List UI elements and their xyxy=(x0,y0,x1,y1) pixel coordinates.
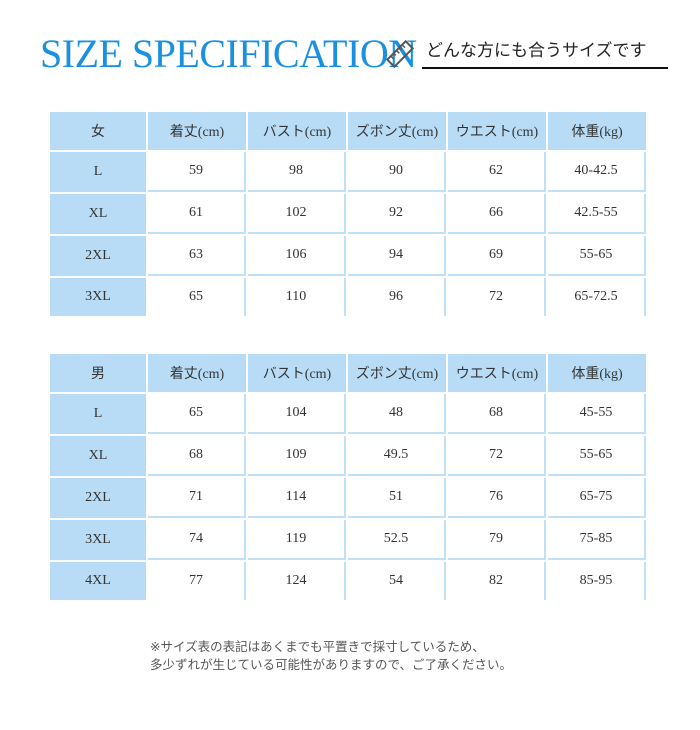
column-header: 着丈(cm) xyxy=(148,112,246,150)
table-cell: 106 xyxy=(248,236,346,276)
table-cell: 74 xyxy=(148,520,246,560)
table-cell: 42.5-55 xyxy=(548,194,646,234)
table-cell: 65 xyxy=(148,394,246,434)
note-line-1: ※サイズ表の表記はあくまでも平置きで採寸しているため、 xyxy=(150,639,485,654)
table-cell: 102 xyxy=(248,194,346,234)
size-label: 3XL xyxy=(50,278,146,316)
table-row: 4XL 77 124 54 82 85-95 xyxy=(50,562,646,600)
table-cell: 55-65 xyxy=(548,236,646,276)
table-cell: 49.5 xyxy=(348,436,446,476)
table-cell: 54 xyxy=(348,562,446,600)
subtitle: どんな方にも合うサイズです xyxy=(422,36,668,69)
table-cell: 114 xyxy=(248,478,346,518)
table-row: 3XL 65 110 96 72 65-72.5 xyxy=(50,278,646,316)
header-row: 男着丈(cm) バスト(cm) ズボン丈(cm) ウエスト(cm) 体重(kg) xyxy=(50,354,646,392)
column-header: 女 xyxy=(50,112,146,150)
table-cell: 65-72.5 xyxy=(548,278,646,316)
column-header: 男 xyxy=(50,354,146,392)
table-cell: 69 xyxy=(448,236,546,276)
table-cell: 79 xyxy=(448,520,546,560)
table-cell: 77 xyxy=(148,562,246,600)
table-cell: 63 xyxy=(148,236,246,276)
table-row: XL 61 102 92 66 42.5-55 xyxy=(50,194,646,234)
column-header: 体重(kg) xyxy=(548,354,646,392)
table-cell: 82 xyxy=(448,562,546,600)
men-size-table: 男着丈(cm) バスト(cm) ズボン丈(cm) ウエスト(cm) 体重(kg) L 65 1… xyxy=(48,352,648,602)
size-note: ※サイズ表の表記はあくまでも平置きで採寸しているため、 多少ずれが生じている可能… xyxy=(150,638,512,674)
table-cell: 66 xyxy=(448,194,546,234)
table-cell: 55-65 xyxy=(548,436,646,476)
table-row: 2XL 71 114 51 76 65-75 xyxy=(50,478,646,518)
table-cell: 92 xyxy=(348,194,446,234)
size-label: XL xyxy=(50,436,146,476)
table-cell: 59 xyxy=(148,152,246,192)
table-row: L 65 104 48 68 45-55 xyxy=(50,394,646,434)
table-cell: 90 xyxy=(348,152,446,192)
table-cell: 104 xyxy=(248,394,346,434)
column-header: ウエスト(cm) xyxy=(448,354,546,392)
size-label: XL xyxy=(50,194,146,234)
table-cell: 40-42.5 xyxy=(548,152,646,192)
size-label: 3XL xyxy=(50,520,146,560)
table-row: 2XL 63 106 94 69 55-65 xyxy=(50,236,646,276)
table-row: 3XL 74 119 52.5 79 75-85 xyxy=(50,520,646,560)
column-header: 体重(kg) xyxy=(548,112,646,150)
table-cell: 52.5 xyxy=(348,520,446,560)
table-cell: 62 xyxy=(448,152,546,192)
table-cell: 51 xyxy=(348,478,446,518)
column-header: バスト(cm) xyxy=(248,112,346,150)
size-label: 4XL xyxy=(50,562,146,600)
column-header: バスト(cm) xyxy=(248,354,346,392)
women-size-table: 女着丈(cm) バスト(cm) ズボン丈(cm) ウエスト(cm) 体重(kg) L 59 9… xyxy=(48,110,648,318)
table-cell: 119 xyxy=(248,520,346,560)
size-label: L xyxy=(50,394,146,434)
table-cell: 65 xyxy=(148,278,246,316)
table-cell: 48 xyxy=(348,394,446,434)
size-label: 2XL xyxy=(50,236,146,276)
table-cell: 94 xyxy=(348,236,446,276)
table-cell: 45-55 xyxy=(548,394,646,434)
table-row: L 59 98 90 62 40-42.5 xyxy=(50,152,646,192)
table-cell: 61 xyxy=(148,194,246,234)
table-row: XL 68 109 49.5 72 55-65 xyxy=(50,436,646,476)
table-cell: 96 xyxy=(348,278,446,316)
table-cell: 65-75 xyxy=(548,478,646,518)
table-cell: 98 xyxy=(248,152,346,192)
page-title: SIZE SPECIFICATION xyxy=(40,31,417,76)
size-label: L xyxy=(50,152,146,192)
table-cell: 68 xyxy=(448,394,546,434)
table-cell: 110 xyxy=(248,278,346,316)
table-cell: 75-85 xyxy=(548,520,646,560)
table-cell: 76 xyxy=(448,478,546,518)
ruler-icon xyxy=(386,40,414,68)
table-cell: 72 xyxy=(448,278,546,316)
table-cell: 72 xyxy=(448,436,546,476)
header-row: 女着丈(cm) バスト(cm) ズボン丈(cm) ウエスト(cm) 体重(kg) xyxy=(50,112,646,150)
column-header: ウエスト(cm) xyxy=(448,112,546,150)
column-header: ズボン丈(cm) xyxy=(348,112,446,150)
column-header: 着丈(cm) xyxy=(148,354,246,392)
column-header: ズボン丈(cm) xyxy=(348,354,446,392)
table-cell: 85-95 xyxy=(548,562,646,600)
size-label: 2XL xyxy=(50,478,146,518)
table-cell: 124 xyxy=(248,562,346,600)
table-cell: 68 xyxy=(148,436,246,476)
note-line-2: 多少ずれが生じている可能性がありますので、ご了承ください。 xyxy=(150,657,513,672)
table-cell: 71 xyxy=(148,478,246,518)
table-cell: 109 xyxy=(248,436,346,476)
